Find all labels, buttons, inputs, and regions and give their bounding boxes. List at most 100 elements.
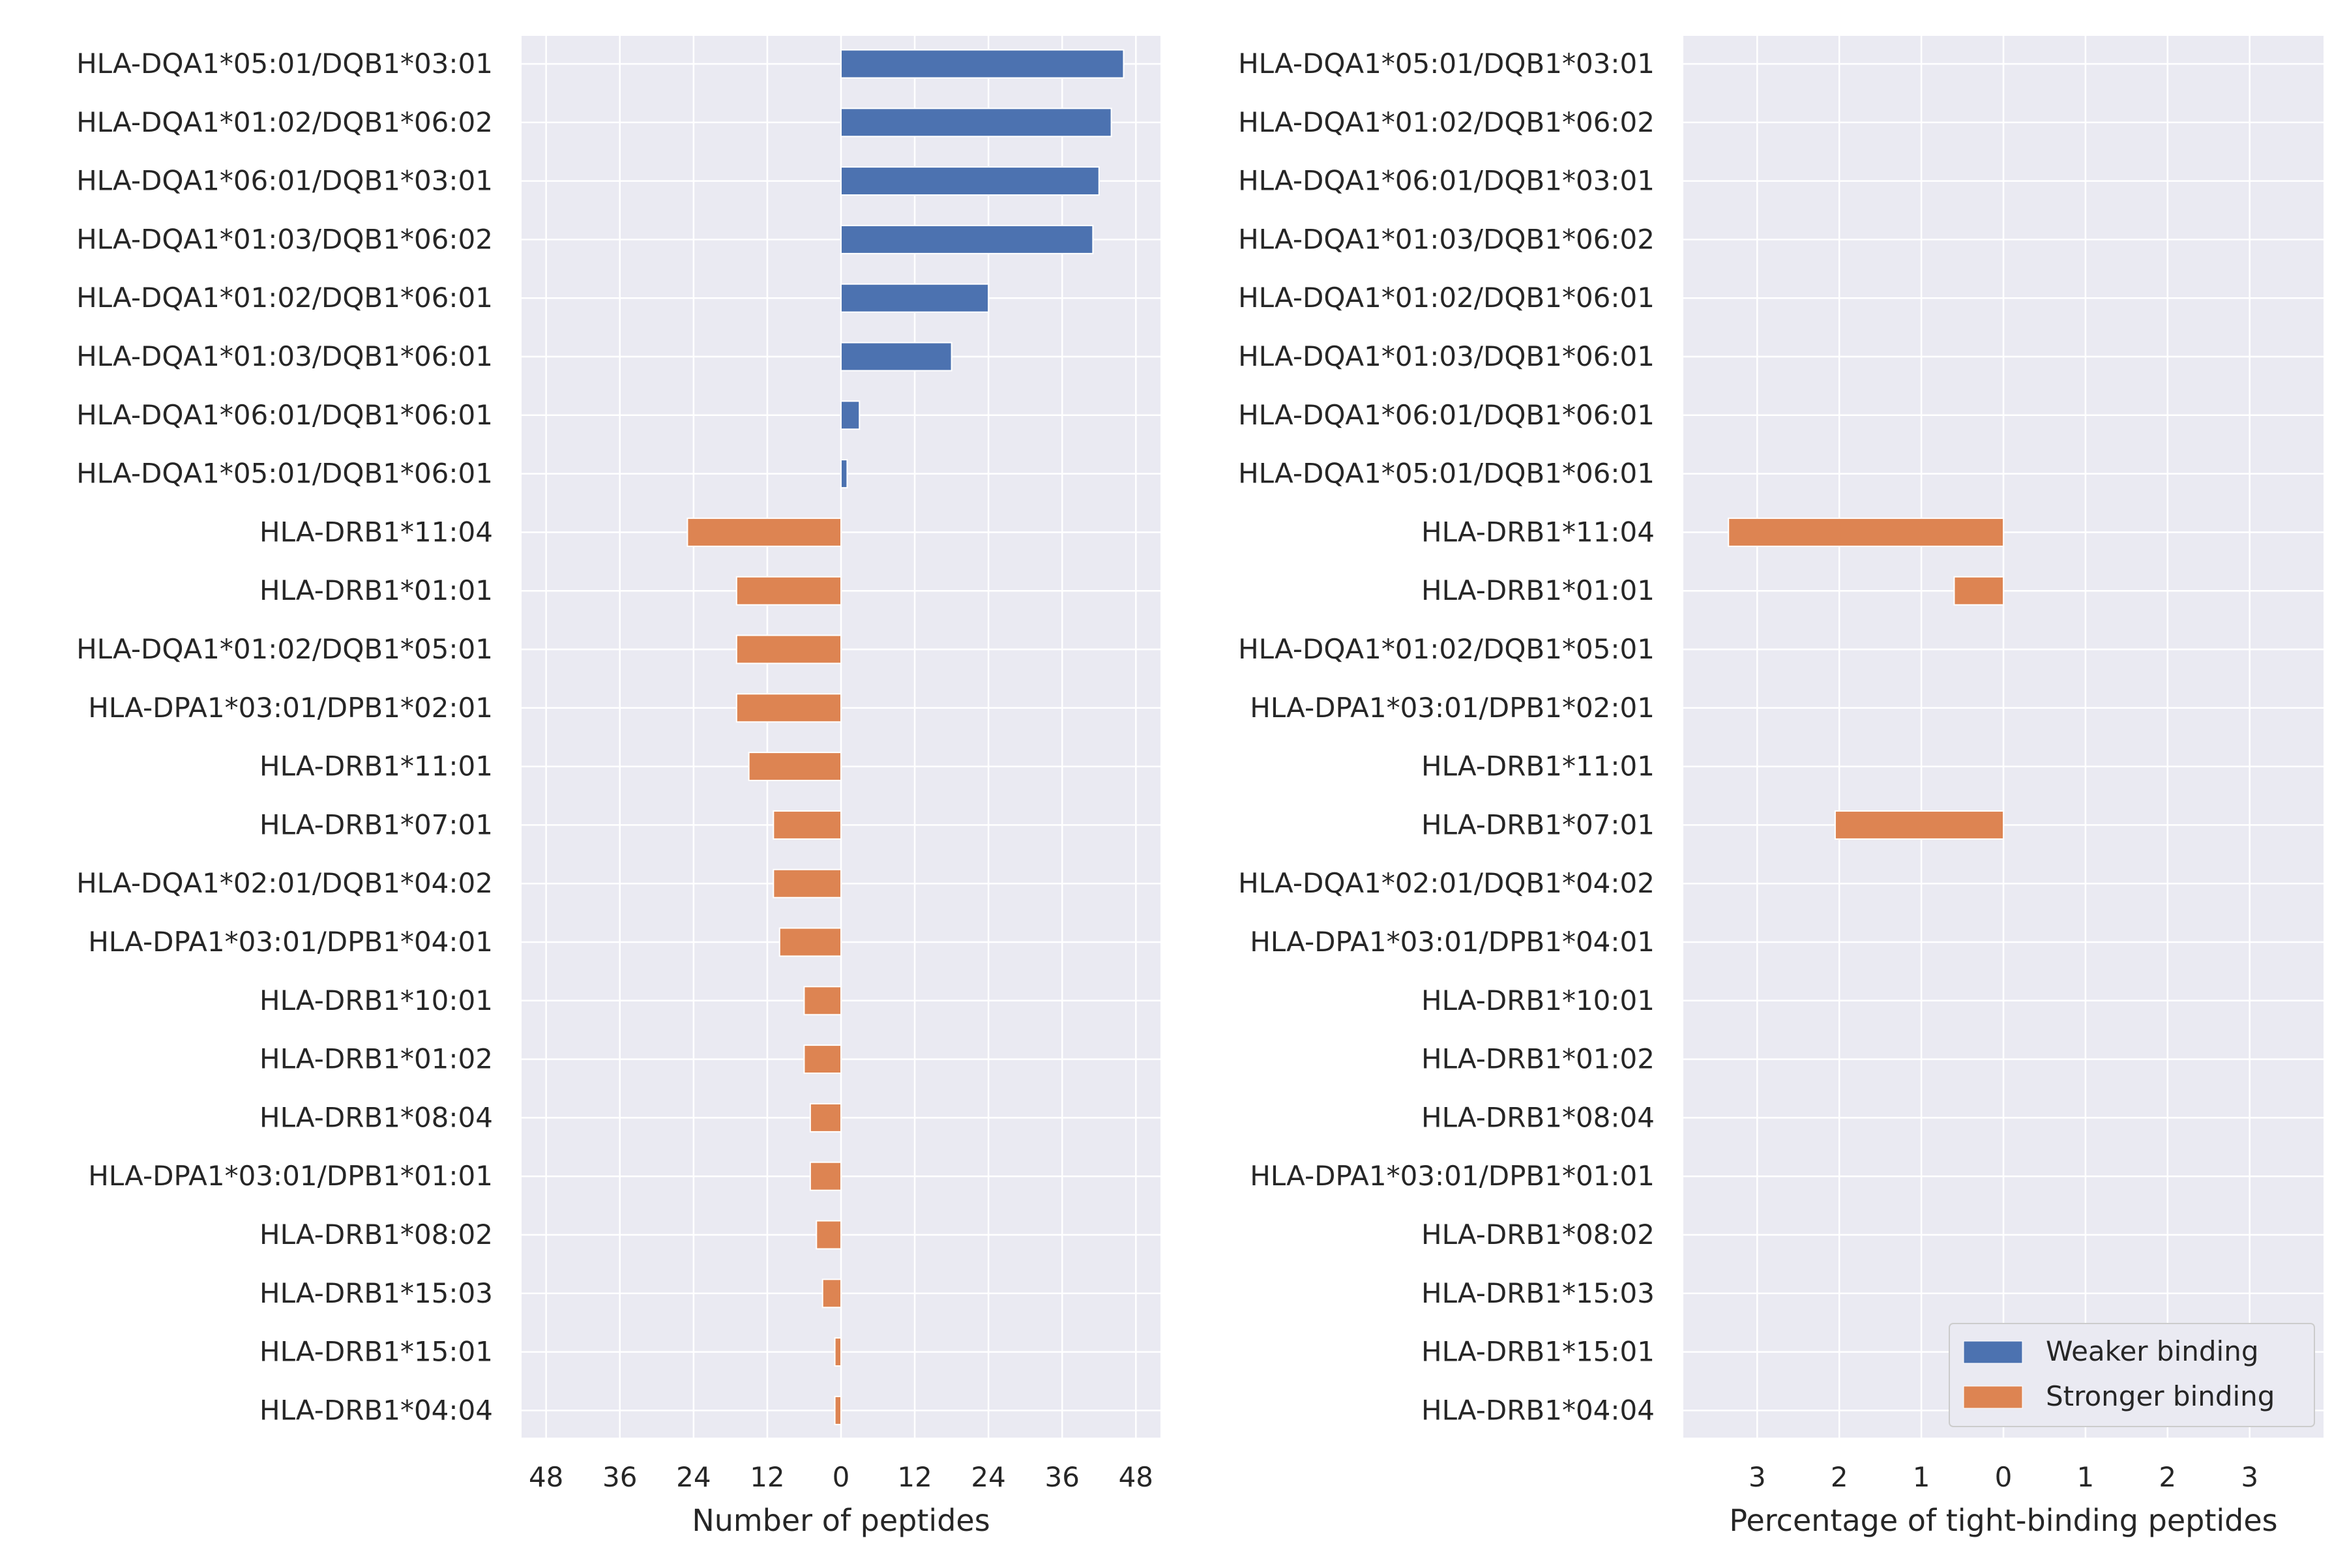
- y-tick-label: HLA-DRB1*07:01: [259, 808, 493, 840]
- legend-label-weaker: Weaker binding: [2046, 1335, 2258, 1367]
- x-tick-label: 1: [2077, 1461, 2095, 1493]
- y-tick-label: HLA-DRB1*15:03: [259, 1277, 493, 1309]
- bar-weaker-binding: [840, 224, 1094, 254]
- y-tick-label: HLA-DQA1*05:01/DQB1*03:01: [76, 48, 493, 80]
- y-tick-label: HLA-DPA1*03:01/DPB1*01:01: [88, 1160, 493, 1192]
- bar-weaker-binding: [840, 49, 1125, 79]
- y-tick-label: HLA-DRB1*07:01: [1421, 808, 1655, 840]
- y-tick-label: HLA-DQA1*05:01/DQB1*03:01: [1238, 48, 1655, 80]
- y-tick-label: HLA-DRB1*15:01: [259, 1336, 493, 1368]
- y-tick-label: HLA-DRB1*01:02: [259, 1043, 493, 1075]
- y-tick-label: HLA-DRB1*11:01: [1421, 750, 1655, 782]
- y-tick-label: HLA-DRB1*10:01: [1421, 984, 1655, 1016]
- bar-stronger-binding: [686, 517, 842, 547]
- y-tick-label: HLA-DRB1*01:02: [1421, 1043, 1655, 1075]
- x-tick-label: 24: [676, 1461, 711, 1493]
- bar-stronger-binding: [803, 986, 842, 1016]
- bar-stronger-binding: [821, 1279, 842, 1309]
- bar-stronger-binding: [1953, 576, 2004, 606]
- y-tick-label: HLA-DRB1*15:01: [1421, 1336, 1655, 1368]
- bar-stronger-binding: [816, 1220, 842, 1250]
- y-tick-label: HLA-DQA1*01:03/DQB1*06:01: [1238, 340, 1655, 372]
- x-tick-label: 36: [1045, 1461, 1080, 1493]
- y-tick-label: HLA-DRB1*04:04: [259, 1394, 493, 1426]
- y-tick-label: HLA-DQA1*01:02/DQB1*05:01: [1238, 633, 1655, 665]
- x-tick-label: 48: [529, 1461, 563, 1493]
- y-tick-label: HLA-DQA1*02:01/DQB1*04:02: [1238, 867, 1655, 899]
- bar-stronger-binding: [809, 1161, 842, 1191]
- y-tick-label: HLA-DQA1*01:02/DQB1*06:01: [1238, 282, 1655, 314]
- legend-swatch-stronger: [1963, 1385, 2023, 1409]
- x-axis-title: Percentage of tight-binding peptides: [1729, 1503, 2277, 1538]
- bar-weaker-binding: [840, 283, 990, 313]
- bar-stronger-binding: [778, 927, 842, 957]
- x-axis-title: Number of peptides: [692, 1503, 990, 1538]
- y-tick-label: HLA-DQA1*01:02/DQB1*06:01: [76, 282, 493, 314]
- bar-stronger-binding: [773, 810, 842, 840]
- y-tick-label: HLA-DRB1*11:04: [259, 516, 493, 548]
- bar-weaker-binding: [840, 108, 1112, 138]
- x-tick-label: 36: [602, 1461, 637, 1493]
- bar-stronger-binding: [1834, 810, 2004, 840]
- bar-stronger-binding: [773, 868, 842, 898]
- y-tick-label: HLA-DPA1*03:01/DPB1*04:01: [88, 926, 493, 958]
- y-tick-label: HLA-DQA1*01:02/DQB1*06:02: [76, 106, 493, 138]
- y-tick-label: HLA-DQA1*06:01/DQB1*06:01: [76, 399, 493, 431]
- y-tick-label: HLA-DRB1*01:01: [1421, 574, 1655, 606]
- bar-weaker-binding: [840, 459, 848, 489]
- bar-stronger-binding: [735, 576, 842, 606]
- bar-stronger-binding: [735, 693, 842, 723]
- x-tick-label: 0: [1995, 1461, 2013, 1493]
- y-tick-label: HLA-DQA1*01:03/DQB1*06:01: [76, 340, 493, 372]
- y-tick-label: HLA-DQA1*01:03/DQB1*06:02: [1238, 223, 1655, 255]
- y-tick-label: HLA-DRB1*08:04: [259, 1101, 493, 1133]
- y-tick-label: HLA-DQA1*01:02/DQB1*05:01: [76, 633, 493, 665]
- y-tick-label: HLA-DRB1*08:02: [1421, 1219, 1655, 1250]
- x-tick-label: 3: [1749, 1461, 1766, 1493]
- y-tick-label: HLA-DQA1*02:01/DQB1*04:02: [76, 867, 493, 899]
- x-tick-label: 48: [1119, 1461, 1153, 1493]
- y-tick-label: HLA-DQA1*05:01/DQB1*06:01: [1238, 458, 1655, 490]
- y-tick-label: HLA-DRB1*15:03: [1421, 1277, 1655, 1309]
- x-tick-label: 12: [750, 1461, 784, 1493]
- bar-stronger-binding: [748, 752, 842, 782]
- bar-weaker-binding: [840, 400, 861, 430]
- y-tick-label: HLA-DPA1*03:01/DPB1*01:01: [1250, 1160, 1655, 1192]
- legend-label-stronger: Stronger binding: [2046, 1380, 2275, 1412]
- y-tick-label: HLA-DQA1*06:01/DQB1*03:01: [76, 165, 493, 197]
- bar-stronger-binding: [803, 1044, 842, 1074]
- y-tick-label: HLA-DRB1*08:04: [1421, 1101, 1655, 1133]
- y-tick-label: HLA-DQA1*06:01/DQB1*03:01: [1238, 165, 1655, 197]
- y-tick-label: HLA-DRB1*10:01: [259, 984, 493, 1016]
- legend-box: [1949, 1323, 2315, 1427]
- y-tick-label: HLA-DPA1*03:01/DPB1*04:01: [1250, 926, 1655, 958]
- bar-stronger-binding: [735, 634, 842, 664]
- bar-weaker-binding: [840, 166, 1100, 196]
- y-tick-label: HLA-DRB1*11:01: [259, 750, 493, 782]
- y-tick-label: HLA-DPA1*03:01/DPB1*02:01: [88, 692, 493, 724]
- bar-stronger-binding: [834, 1337, 842, 1367]
- legend-swatch-weaker: [1963, 1340, 2023, 1364]
- bar-stronger-binding: [834, 1395, 842, 1425]
- x-tick-label: 2: [2159, 1461, 2176, 1493]
- y-tick-label: HLA-DRB1*01:01: [259, 574, 493, 606]
- x-tick-label: 0: [833, 1461, 850, 1493]
- y-tick-label: HLA-DQA1*06:01/DQB1*06:01: [1238, 399, 1655, 431]
- x-tick-label: 24: [971, 1461, 1005, 1493]
- x-tick-label: 12: [897, 1461, 932, 1493]
- bar-stronger-binding: [809, 1102, 842, 1132]
- bar-weaker-binding: [840, 342, 952, 372]
- x-tick-label: 3: [2241, 1461, 2258, 1493]
- y-tick-label: HLA-DQA1*01:03/DQB1*06:02: [76, 223, 493, 255]
- x-tick-label: 1: [1913, 1461, 1930, 1493]
- y-tick-label: HLA-DRB1*08:02: [259, 1219, 493, 1250]
- y-tick-label: HLA-DRB1*04:04: [1421, 1394, 1655, 1426]
- bar-stronger-binding: [1728, 517, 2005, 547]
- y-tick-label: HLA-DQA1*01:02/DQB1*06:02: [1238, 106, 1655, 138]
- y-tick-label: HLA-DRB1*11:04: [1421, 516, 1655, 548]
- y-tick-label: HLA-DPA1*03:01/DPB1*02:01: [1250, 692, 1655, 724]
- y-tick-label: HLA-DQA1*05:01/DQB1*06:01: [76, 458, 493, 490]
- x-tick-label: 2: [1831, 1461, 1848, 1493]
